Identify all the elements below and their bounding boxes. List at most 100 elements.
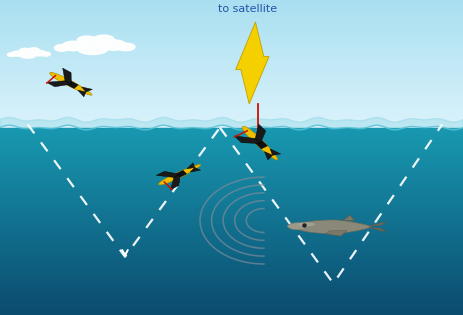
Polygon shape	[326, 231, 347, 236]
Polygon shape	[0, 229, 463, 232]
Polygon shape	[0, 225, 463, 229]
Polygon shape	[0, 262, 463, 266]
Polygon shape	[0, 210, 463, 214]
Polygon shape	[0, 236, 463, 240]
Polygon shape	[0, 67, 463, 70]
Polygon shape	[0, 307, 463, 311]
Polygon shape	[369, 227, 387, 232]
Polygon shape	[0, 73, 463, 77]
Polygon shape	[0, 121, 463, 124]
Polygon shape	[0, 191, 463, 195]
Polygon shape	[0, 158, 463, 161]
Polygon shape	[0, 112, 463, 115]
Ellipse shape	[117, 43, 135, 51]
Polygon shape	[46, 81, 71, 87]
Polygon shape	[0, 38, 463, 42]
Polygon shape	[314, 227, 366, 230]
Polygon shape	[343, 215, 355, 220]
Polygon shape	[0, 93, 463, 96]
Polygon shape	[0, 108, 463, 112]
Polygon shape	[171, 175, 180, 189]
Polygon shape	[0, 3, 463, 6]
Polygon shape	[0, 35, 463, 38]
Polygon shape	[0, 19, 463, 22]
Polygon shape	[0, 80, 463, 83]
Polygon shape	[63, 68, 71, 84]
Polygon shape	[0, 150, 463, 154]
Polygon shape	[0, 16, 463, 19]
Ellipse shape	[7, 53, 16, 56]
Polygon shape	[81, 87, 92, 92]
Polygon shape	[50, 72, 92, 95]
Polygon shape	[0, 251, 463, 255]
Polygon shape	[0, 57, 463, 60]
Polygon shape	[0, 165, 463, 169]
Polygon shape	[0, 248, 463, 251]
Polygon shape	[0, 102, 463, 105]
Polygon shape	[0, 180, 463, 184]
Polygon shape	[0, 96, 463, 99]
Polygon shape	[0, 54, 463, 57]
Polygon shape	[0, 51, 463, 54]
Polygon shape	[159, 164, 200, 185]
Polygon shape	[0, 240, 463, 244]
Polygon shape	[0, 184, 463, 187]
Polygon shape	[0, 161, 463, 165]
Polygon shape	[0, 45, 463, 48]
Polygon shape	[0, 278, 463, 281]
Polygon shape	[236, 22, 269, 104]
Polygon shape	[0, 274, 463, 278]
Polygon shape	[0, 60, 463, 64]
Polygon shape	[0, 259, 463, 262]
Polygon shape	[0, 173, 463, 176]
Polygon shape	[0, 83, 463, 86]
Polygon shape	[0, 146, 463, 150]
Polygon shape	[0, 311, 463, 315]
Polygon shape	[0, 6, 463, 9]
Polygon shape	[0, 232, 463, 236]
Polygon shape	[295, 220, 372, 234]
Ellipse shape	[19, 48, 30, 53]
Text: to satellite: to satellite	[218, 4, 277, 14]
Polygon shape	[242, 126, 278, 160]
Polygon shape	[0, 0, 463, 3]
Polygon shape	[0, 139, 463, 143]
Polygon shape	[0, 244, 463, 248]
Ellipse shape	[101, 40, 126, 50]
Polygon shape	[0, 42, 463, 45]
Polygon shape	[0, 187, 463, 191]
Polygon shape	[0, 304, 463, 307]
Polygon shape	[156, 171, 180, 177]
Ellipse shape	[62, 41, 84, 51]
Ellipse shape	[55, 44, 69, 51]
Polygon shape	[0, 206, 463, 210]
Ellipse shape	[77, 43, 108, 54]
Ellipse shape	[298, 222, 315, 226]
Polygon shape	[78, 90, 86, 97]
Ellipse shape	[12, 51, 23, 56]
Polygon shape	[0, 9, 463, 13]
Polygon shape	[0, 29, 463, 32]
Polygon shape	[0, 64, 463, 67]
Polygon shape	[0, 143, 463, 146]
Polygon shape	[0, 32, 463, 35]
Polygon shape	[0, 214, 463, 218]
Ellipse shape	[41, 52, 50, 56]
Polygon shape	[187, 163, 195, 169]
Ellipse shape	[77, 36, 97, 44]
Polygon shape	[369, 221, 387, 226]
Polygon shape	[0, 124, 463, 128]
Ellipse shape	[288, 223, 309, 230]
Polygon shape	[0, 77, 463, 80]
Polygon shape	[0, 13, 463, 16]
Polygon shape	[0, 199, 463, 203]
Polygon shape	[0, 285, 463, 289]
Polygon shape	[0, 221, 463, 225]
Polygon shape	[0, 195, 463, 199]
Polygon shape	[0, 135, 463, 139]
Polygon shape	[0, 118, 463, 121]
Polygon shape	[0, 70, 463, 73]
Polygon shape	[0, 293, 463, 296]
Polygon shape	[0, 203, 463, 206]
Polygon shape	[270, 149, 281, 155]
